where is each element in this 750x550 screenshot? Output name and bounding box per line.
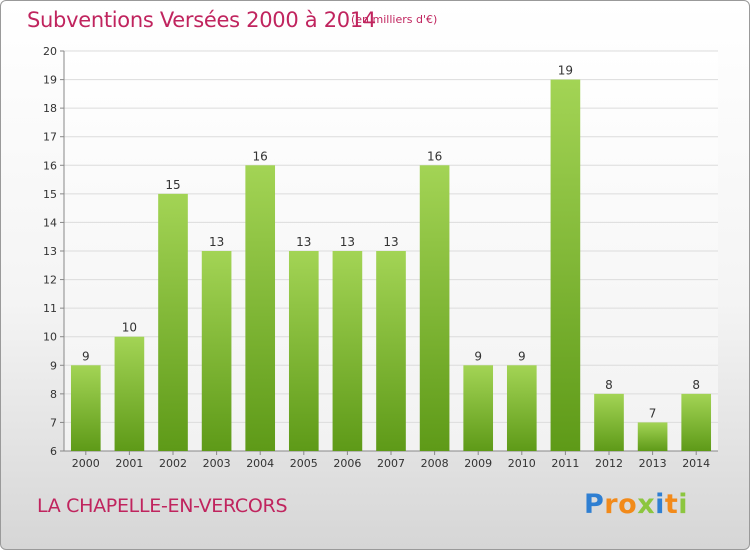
logo-letter: i [655, 489, 665, 520]
y-tick-label: 14 [43, 216, 57, 229]
bar [463, 365, 494, 451]
y-tick-label: 12 [43, 274, 57, 287]
bar [158, 193, 188, 451]
logo-letter: r [604, 489, 619, 520]
unit-label: (en milliers d'€) [351, 13, 438, 26]
bar [288, 251, 319, 451]
bar-value-label: 9 [518, 349, 526, 363]
x-tick-label: 2006 [333, 457, 361, 470]
bar [681, 393, 712, 451]
logo-letter: x [637, 489, 656, 520]
commune-name: LA CHAPELLE-EN-VERCORS [37, 495, 288, 517]
y-tick-label: 10 [43, 331, 57, 344]
y-tick-label: 7 [50, 416, 57, 429]
y-tick-label: 19 [43, 74, 57, 87]
y-tick-label: 13 [43, 245, 57, 258]
bar [114, 336, 145, 451]
x-tick-label: 2001 [115, 457, 143, 470]
x-tick-label: 2003 [203, 457, 231, 470]
logo-letter: i [678, 489, 689, 520]
bar-value-label: 9 [474, 349, 482, 363]
bar [70, 365, 101, 451]
x-tick-label: 2011 [551, 457, 579, 470]
chart-title: Subventions Versées 2000 à 2014 [27, 8, 376, 32]
x-tick-label: 2013 [639, 457, 667, 470]
x-tick-label: 2007 [377, 457, 405, 470]
bar-value-label: 13 [209, 235, 224, 249]
y-tick-label: 15 [43, 188, 57, 201]
x-tick-label: 2009 [464, 457, 492, 470]
y-tick-label: 8 [50, 388, 57, 401]
bar [637, 422, 668, 451]
bar-value-label: 13 [296, 235, 311, 249]
x-tick-label: 2004 [246, 457, 274, 470]
x-tick-label: 2000 [72, 457, 100, 470]
bar [245, 165, 276, 452]
bar-value-label: 16 [427, 149, 442, 163]
y-tick-label: 18 [43, 102, 57, 115]
y-tick-label: 20 [43, 45, 57, 58]
bar [419, 165, 450, 452]
x-tick-label: 2014 [682, 457, 710, 470]
x-tick-label: 2010 [508, 457, 536, 470]
bar-value-label: 19 [558, 64, 573, 78]
bar-value-label: 10 [122, 321, 137, 335]
logo-letter: t [664, 489, 679, 520]
x-tick-label: 2012 [595, 457, 623, 470]
bar-value-label: 13 [383, 235, 398, 249]
logo-letter: P [584, 489, 605, 520]
bar-value-label: 15 [165, 178, 180, 192]
x-tick-label: 2002 [159, 457, 187, 470]
bar-value-label: 13 [340, 235, 355, 249]
bar-value-label: 16 [253, 149, 268, 163]
bar [594, 393, 624, 451]
bar [332, 251, 363, 451]
logo-letter: o [618, 489, 638, 520]
bar [376, 251, 406, 451]
x-tick-label: 2008 [421, 457, 449, 470]
y-tick-label: 9 [50, 359, 57, 372]
x-tick-label: 2005 [290, 457, 318, 470]
bar-value-label: 8 [692, 378, 700, 392]
bar-value-label: 7 [649, 406, 657, 420]
bar [550, 79, 581, 452]
bar [506, 365, 537, 451]
y-tick-label: 17 [43, 131, 57, 144]
proxiti-logo: Proxiti [584, 489, 688, 520]
y-tick-label: 11 [43, 302, 57, 315]
bar-value-label: 8 [605, 378, 613, 392]
y-tick-label: 6 [50, 445, 57, 458]
bar-value-label: 9 [82, 349, 90, 363]
y-tick-label: 16 [43, 159, 57, 172]
bar [201, 251, 232, 451]
